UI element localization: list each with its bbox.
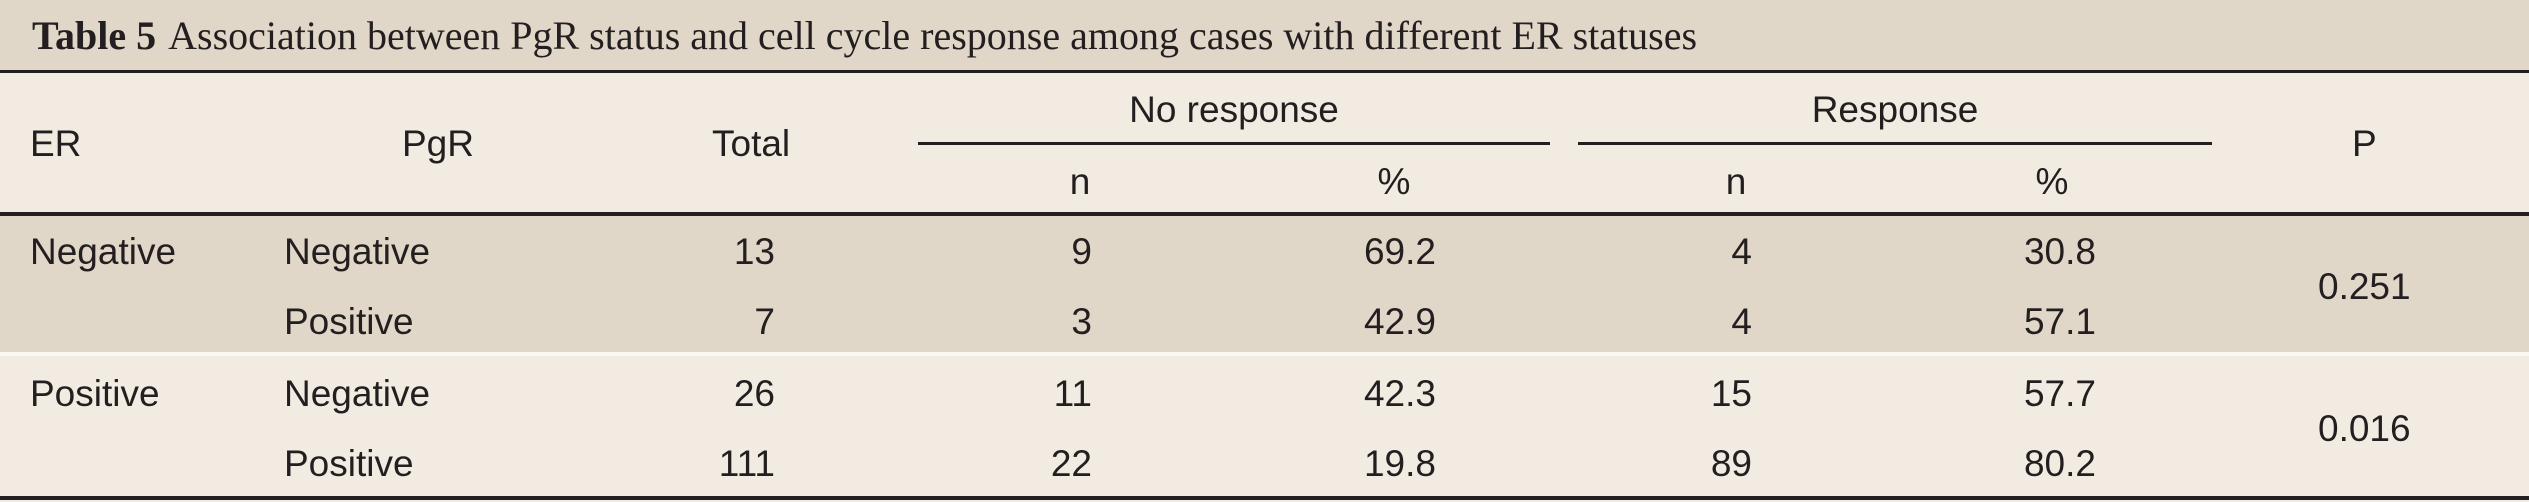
cell-no-response-n: 11 — [1053, 373, 1092, 414]
cell-no-response-pct: 42.9 — [1363, 301, 1436, 342]
table-caption-label: Table 5 — [32, 13, 157, 58]
cell-response-n: 4 — [1731, 231, 1752, 272]
header-no-response-pct: % — [1377, 161, 1411, 202]
caption-bottom-rule — [0, 70, 2529, 73]
cell-p-value: 0.016 — [2318, 408, 2411, 449]
header-p: P — [2352, 123, 2377, 164]
cell-pgr: Positive — [284, 443, 414, 484]
header-total: Total — [712, 123, 791, 164]
no-response-underline — [918, 142, 1550, 145]
group-band-er-negative — [0, 216, 2529, 352]
header-response-n: n — [1725, 161, 1747, 202]
cell-response-pct: 30.8 — [2023, 231, 2096, 272]
header-no-response: No response — [1129, 89, 1339, 130]
cell-no-response-n: 9 — [1071, 231, 1092, 272]
cell-no-response-n: 3 — [1071, 301, 1092, 342]
cell-pgr: Negative — [284, 231, 431, 272]
header-response: Response — [1811, 89, 1979, 130]
header-no-response-n: n — [1069, 161, 1091, 202]
table-bottom-rule — [0, 496, 2529, 500]
cell-no-response-pct: 42.3 — [1363, 373, 1436, 414]
header-response-pct: % — [2035, 161, 2069, 202]
cell-no-response-pct: 19.8 — [1363, 443, 1436, 484]
cell-response-pct: 57.1 — [2023, 301, 2096, 342]
cell-p-value: 0.251 — [2318, 266, 2411, 307]
cell-response-n: 15 — [1710, 373, 1752, 414]
cell-response-pct: 80.2 — [2023, 443, 2096, 484]
cell-response-n: 89 — [1710, 443, 1752, 484]
cell-response-n: 4 — [1731, 301, 1752, 342]
cell-pgr: Negative — [284, 373, 431, 414]
cell-total: 13 — [733, 231, 775, 272]
cell-total: 7 — [754, 301, 775, 342]
header-bottom-rule — [0, 212, 2529, 216]
group-er-label: Negative — [30, 231, 177, 272]
cell-no-response-pct: 69.2 — [1363, 231, 1436, 272]
table-caption-text: Association between PgR status and cell … — [168, 13, 1698, 58]
table-caption: Table 5 Association between PgR status an… — [0, 0, 2529, 72]
cell-pgr: Positive — [284, 301, 414, 342]
cell-response-pct: 57.7 — [2023, 373, 2096, 414]
header-pgr: PgR — [402, 123, 474, 164]
response-underline — [1578, 142, 2212, 145]
header-er: ER — [30, 123, 82, 164]
group-er-label: Positive — [30, 373, 160, 414]
cell-no-response-n: 22 — [1050, 443, 1092, 484]
cell-total: 111 — [718, 443, 775, 484]
group-band-er-positive — [0, 356, 2529, 498]
cell-total: 26 — [733, 373, 775, 414]
group-separator — [0, 352, 2529, 356]
